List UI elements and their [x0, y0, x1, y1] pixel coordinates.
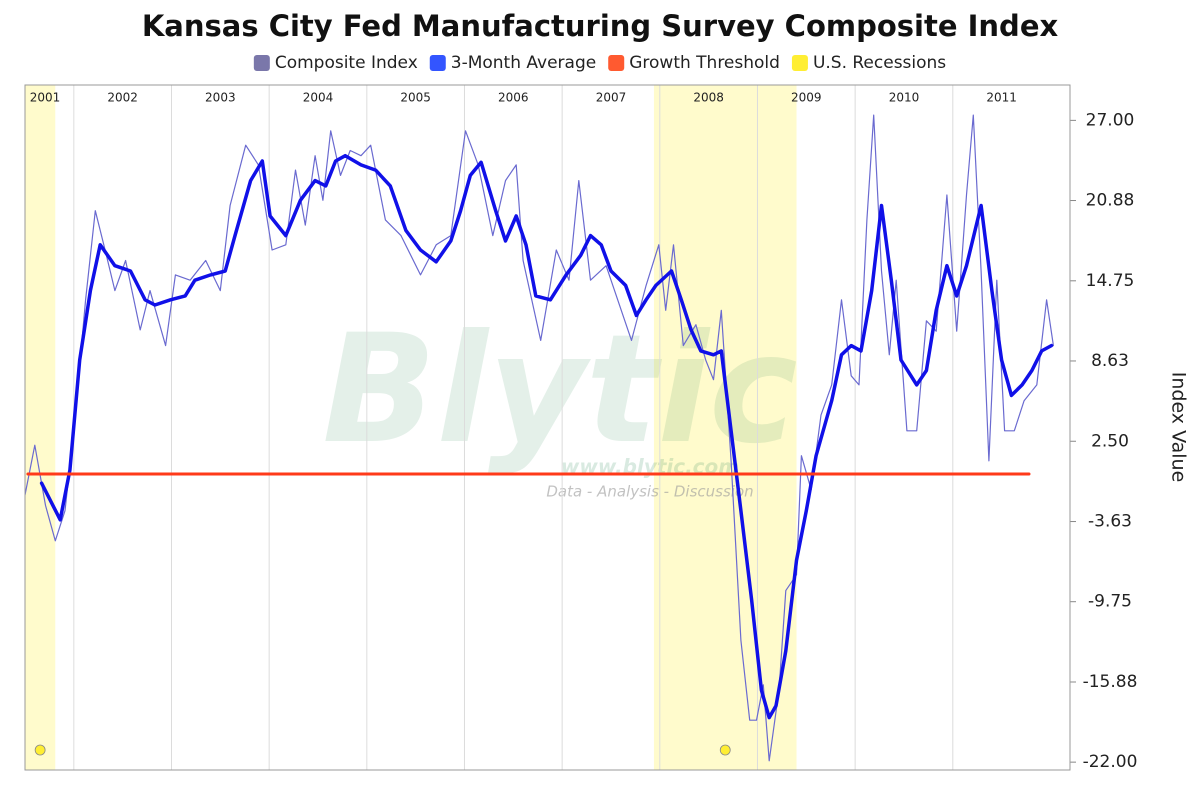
y-tick-label: 27.00	[1086, 110, 1135, 130]
y-tick-label: -15.88	[1083, 672, 1138, 692]
x-tick-label: 2006	[498, 91, 529, 105]
legend-swatch	[253, 55, 270, 71]
x-tick-label: 2003	[205, 91, 236, 105]
x-tick-label: 2007	[596, 91, 627, 105]
recession-marker	[34, 744, 46, 756]
x-tick-label: 2001	[30, 91, 61, 105]
legend: Composite Index 3-Month Average Growth Thr…	[253, 53, 946, 73]
x-tick-label: 2010	[889, 91, 920, 105]
plot-border	[24, 84, 1071, 771]
x-tick-label: 2004	[303, 91, 334, 105]
x-tick-label: 2008	[693, 91, 724, 105]
y-tick-label: 8.63	[1091, 351, 1129, 371]
y-tick-label: -22.00	[1083, 752, 1138, 772]
recession-marker	[719, 744, 731, 756]
x-tick-label: 2005	[400, 91, 431, 105]
y-axis-label: Index Value	[1168, 372, 1190, 483]
y-tick-label: -9.75	[1088, 592, 1132, 612]
legend-label: U.S. Recessions	[813, 53, 946, 73]
legend-label: Growth Threshold	[629, 53, 780, 73]
y-tick-label: 20.88	[1086, 191, 1135, 211]
legend-swatch	[791, 55, 808, 71]
legend-swatch	[429, 55, 446, 71]
legend-label: Composite Index	[275, 53, 418, 73]
x-tick-label: 2009	[791, 91, 822, 105]
recession-band	[25, 85, 56, 770]
legend-label: 3-Month Average	[451, 53, 596, 73]
y-tick-label: 2.50	[1091, 431, 1129, 451]
legend-swatch	[608, 55, 625, 71]
series-line	[25, 114, 1054, 762]
y-tick-label: -3.63	[1088, 512, 1132, 532]
series-line	[39, 153, 1054, 720]
x-tick-label: 2011	[986, 91, 1017, 105]
y-tick-label: 14.75	[1086, 271, 1135, 291]
watermark-tagline: Data - Analysis - Discussion	[546, 483, 753, 501]
recession-band	[653, 85, 797, 770]
chart-title: Kansas City Fed Manufacturing Survey Com…	[142, 9, 1059, 43]
x-tick-label: 2002	[107, 91, 138, 105]
